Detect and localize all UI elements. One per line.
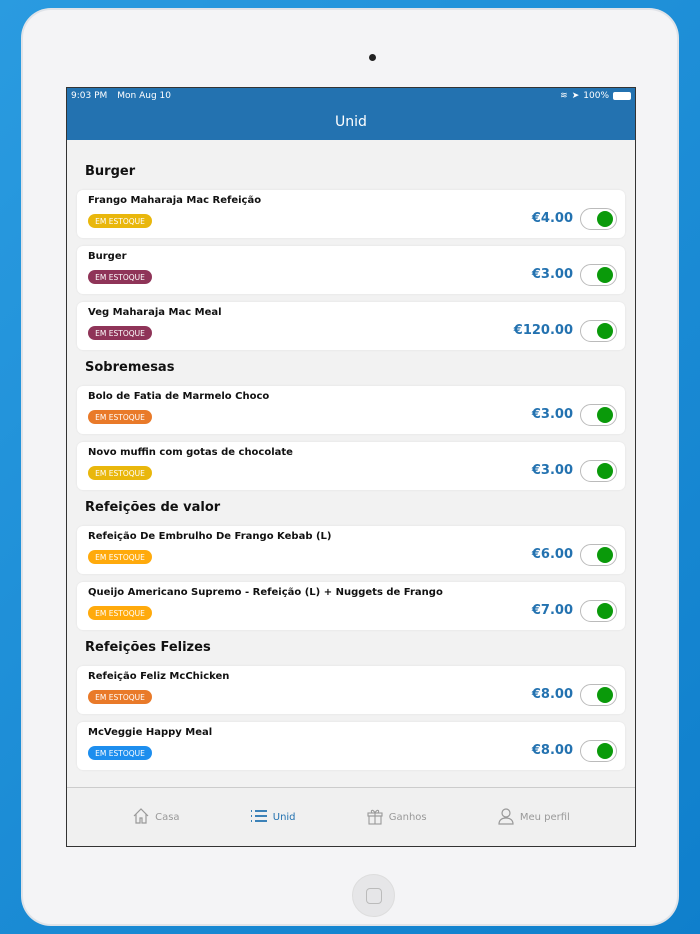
- product-card[interactable]: Frango Maharaja Mac Refeição EM ESTOQUE …: [77, 190, 625, 238]
- product-price: €8.00: [531, 743, 573, 758]
- product-card[interactable]: McVeggie Happy Meal EM ESTOQUE €8.00: [77, 722, 625, 770]
- status-date: Mon Aug 10: [117, 91, 171, 101]
- stock-badge: EM ESTOQUE: [88, 606, 152, 620]
- product-card[interactable]: Novo muffin com gotas de chocolate EM ES…: [77, 442, 625, 490]
- category-section: Refeições Felizes Refeição Feliz McChick…: [77, 638, 625, 770]
- stock-badge: EM ESTOQUE: [88, 550, 152, 564]
- category-title: Refeições Felizes: [85, 640, 211, 655]
- product-list[interactable]: Burger Frango Maharaja Mac Refeição EM E…: [67, 140, 635, 788]
- category-section: Burger Frango Maharaja Mac Refeição EM E…: [77, 162, 625, 350]
- product-price: €3.00: [531, 463, 573, 478]
- stock-badge: EM ESTOQUE: [88, 466, 152, 480]
- product-card[interactable]: Veg Maharaja Mac Meal EM ESTOQUE €120.00: [77, 302, 625, 350]
- gift-icon: [366, 807, 384, 828]
- tab-bar: Casa Unid Ganhos Meu perfil: [67, 787, 635, 846]
- home-button-icon: [366, 888, 382, 904]
- wifi-icon: ≋: [560, 91, 568, 101]
- category-title: Burger: [85, 164, 136, 179]
- product-name: McVeggie Happy Meal: [88, 727, 213, 738]
- product-name: Bolo de Fatia de Marmelo Choco: [88, 391, 270, 402]
- product-price: €3.00: [531, 407, 573, 422]
- status-bar: 9:03 PM Mon Aug 10 ≋ ➤ 100%: [67, 88, 635, 104]
- stock-badge: EM ESTOQUE: [88, 410, 152, 424]
- category-section: Sobremesas Bolo de Fatia de Marmelo Choc…: [77, 358, 625, 490]
- user-icon: [497, 807, 515, 828]
- battery-percent: 100%: [583, 91, 609, 101]
- availability-toggle[interactable]: [580, 264, 617, 286]
- availability-toggle[interactable]: [580, 320, 617, 342]
- tab-label: Casa: [155, 811, 180, 823]
- product-price: €120.00: [513, 323, 573, 338]
- product-price: €4.00: [531, 211, 573, 226]
- stock-badge: EM ESTOQUE: [88, 690, 152, 704]
- availability-toggle[interactable]: [580, 740, 617, 762]
- stock-badge: EM ESTOQUE: [88, 214, 152, 228]
- availability-toggle[interactable]: [580, 208, 617, 230]
- product-card[interactable]: Queijo Americano Supremo - Refeição (L) …: [77, 582, 625, 630]
- availability-toggle[interactable]: [580, 404, 617, 426]
- product-card[interactable]: Refeição De Embrulho De Frango Kebab (L)…: [77, 526, 625, 574]
- toggle-knob: [597, 547, 613, 563]
- product-card[interactable]: Burger EM ESTOQUE €3.00: [77, 246, 625, 294]
- product-name: Queijo Americano Supremo - Refeição (L) …: [88, 587, 443, 598]
- tab-label: Ganhos: [388, 811, 427, 823]
- availability-toggle[interactable]: [580, 544, 617, 566]
- category-title: Sobremesas: [85, 360, 175, 375]
- product-price: €6.00: [531, 547, 573, 562]
- availability-toggle[interactable]: [580, 460, 617, 482]
- tab-label: Meu perfil: [519, 811, 570, 823]
- status-time: 9:03 PM: [71, 91, 108, 101]
- toggle-knob: [597, 687, 613, 703]
- category-section: Refeições de valor Refeição De Embrulho …: [77, 498, 625, 630]
- tab-label: Unid: [272, 811, 296, 823]
- availability-toggle[interactable]: [580, 600, 617, 622]
- product-name: Burger: [88, 251, 127, 262]
- stock-badge: EM ESTOQUE: [88, 326, 152, 340]
- toggle-knob: [597, 463, 613, 479]
- camera: [369, 54, 376, 61]
- product-name: Frango Maharaja Mac Refeição: [88, 195, 262, 206]
- tab-meu-perfil[interactable]: Meu perfil: [497, 807, 570, 828]
- product-name: Refeição De Embrulho De Frango Kebab (L): [88, 531, 332, 542]
- page-title: Unid: [67, 104, 635, 140]
- battery-icon: [613, 92, 631, 100]
- toggle-knob: [597, 407, 613, 423]
- app-screen: 9:03 PM Mon Aug 10 ≋ ➤ 100% Unid Burger Fra…: [66, 87, 636, 847]
- tab-casa[interactable]: Casa: [132, 807, 180, 828]
- product-card[interactable]: Refeição Feliz McChicken EM ESTOQUE €8.0…: [77, 666, 625, 714]
- stock-badge: EM ESTOQUE: [88, 270, 152, 284]
- tab-ganhos[interactable]: Ganhos: [366, 807, 427, 828]
- product-card[interactable]: Bolo de Fatia de Marmelo Choco EM ESTOQU…: [77, 386, 625, 434]
- product-price: €8.00: [531, 687, 573, 702]
- product-name: Refeição Feliz McChicken: [88, 671, 230, 682]
- toggle-knob: [597, 267, 613, 283]
- product-name: Veg Maharaja Mac Meal: [88, 307, 222, 318]
- home-button[interactable]: [352, 874, 395, 917]
- category-title: Refeições de valor: [85, 500, 221, 515]
- location-icon: ➤: [571, 91, 580, 101]
- stock-badge: EM ESTOQUE: [88, 746, 152, 760]
- toggle-knob: [597, 211, 613, 227]
- tab-unid[interactable]: Unid: [250, 807, 296, 828]
- home-icon: [132, 807, 150, 828]
- toggle-knob: [597, 743, 613, 759]
- list-icon: [250, 807, 268, 828]
- product-price: €3.00: [531, 267, 573, 282]
- toggle-knob: [597, 323, 613, 339]
- availability-toggle[interactable]: [580, 684, 617, 706]
- product-price: €7.00: [531, 603, 573, 618]
- toggle-knob: [597, 603, 613, 619]
- product-name: Novo muffin com gotas de chocolate: [88, 447, 293, 458]
